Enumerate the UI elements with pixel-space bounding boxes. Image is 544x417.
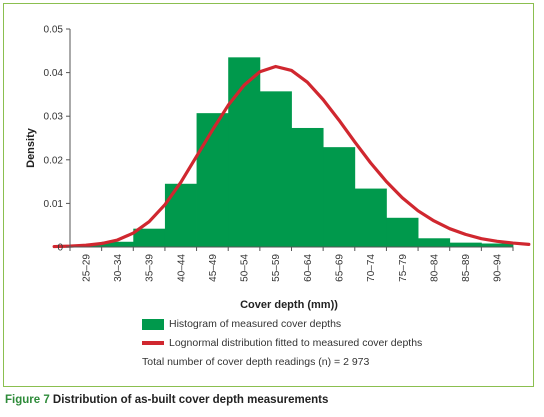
legend-curve: Lognormal distribution fitted to measure… <box>142 337 422 349</box>
histogram-chart: 0 0.01 0.02 0.03 0.04 0.05 25–29 30–34 35–39 40–… <box>25 25 531 311</box>
x-ticks-group: 25–29 30–34 35–39 40–44 45–49 50–54 55–59 60–64… <box>69 247 514 282</box>
bars-group <box>70 57 514 248</box>
x-tick-label: 80–84 <box>429 254 440 282</box>
x-tick-label: 35–39 <box>145 254 156 282</box>
x-tick-label: 40–44 <box>176 254 187 282</box>
figure-label: Figure 7 <box>5 394 50 406</box>
histogram-swatch <box>142 318 164 330</box>
y-axis-label: Density <box>25 127 37 168</box>
x-tick-label: 25–29 <box>81 254 92 282</box>
y-tick-label: 0.04 <box>44 68 64 79</box>
legend-histogram-label: Histogram of measured cover depths <box>169 318 342 330</box>
bar-60–64 <box>291 127 324 247</box>
bar-55–59 <box>259 91 292 248</box>
bar-65–69 <box>323 147 356 247</box>
bar-85–89 <box>449 242 482 247</box>
x-axis-label: Cover depth (mm)) <box>240 299 338 311</box>
x-tick-label: 90–94 <box>493 254 504 282</box>
x-tick-label: 30–34 <box>113 254 124 282</box>
bar-75–79 <box>386 217 419 247</box>
bar-70–74 <box>354 188 387 247</box>
bar-80–84 <box>418 238 451 247</box>
x-tick-label: 70–74 <box>366 254 377 282</box>
x-tick-label: 50–54 <box>240 254 251 282</box>
legend-total: Total number of cover depth readings (n)… <box>142 356 369 368</box>
bar-40–44 <box>164 183 197 247</box>
y-tick-label: 0.02 <box>44 155 64 166</box>
figure-frame <box>3 3 534 387</box>
bar-90–94 <box>481 243 514 247</box>
y-tick-label: 0 <box>57 243 63 254</box>
total-readings-text: Total number of cover depth readings (n)… <box>142 356 370 368</box>
lognormal-curve <box>52 64 531 249</box>
x-tick-label: 45–49 <box>208 254 219 282</box>
figure-caption-text: Distribution of as-built cover depth mea… <box>49 394 329 406</box>
bar-50–54 <box>228 57 261 248</box>
bar-45–49 <box>196 113 229 247</box>
y-tick-label: 0.01 <box>44 199 64 210</box>
figure-caption: Figure 7 Distribution of as-built cover … <box>5 394 328 406</box>
x-tick-label: 65–69 <box>334 254 345 282</box>
x-tick-label: 60–64 <box>303 254 314 282</box>
x-tick-label: 85–89 <box>461 254 472 282</box>
y-tick-label: 0.05 <box>44 25 64 36</box>
y-tick-label: 0.03 <box>44 112 64 123</box>
legend-histogram: Histogram of measured cover depths <box>142 318 341 330</box>
x-tick-label: 55–59 <box>271 254 282 282</box>
bar-35–39 <box>133 228 166 247</box>
legend-curve-label: Lognormal distribution fitted to measure… <box>169 337 423 349</box>
bar-30–34 <box>101 241 134 247</box>
y-ticks-group: 0 0.01 0.02 0.03 0.04 0.05 <box>44 25 70 254</box>
x-tick-label: 75–79 <box>398 254 409 282</box>
curve-swatch <box>142 341 164 345</box>
